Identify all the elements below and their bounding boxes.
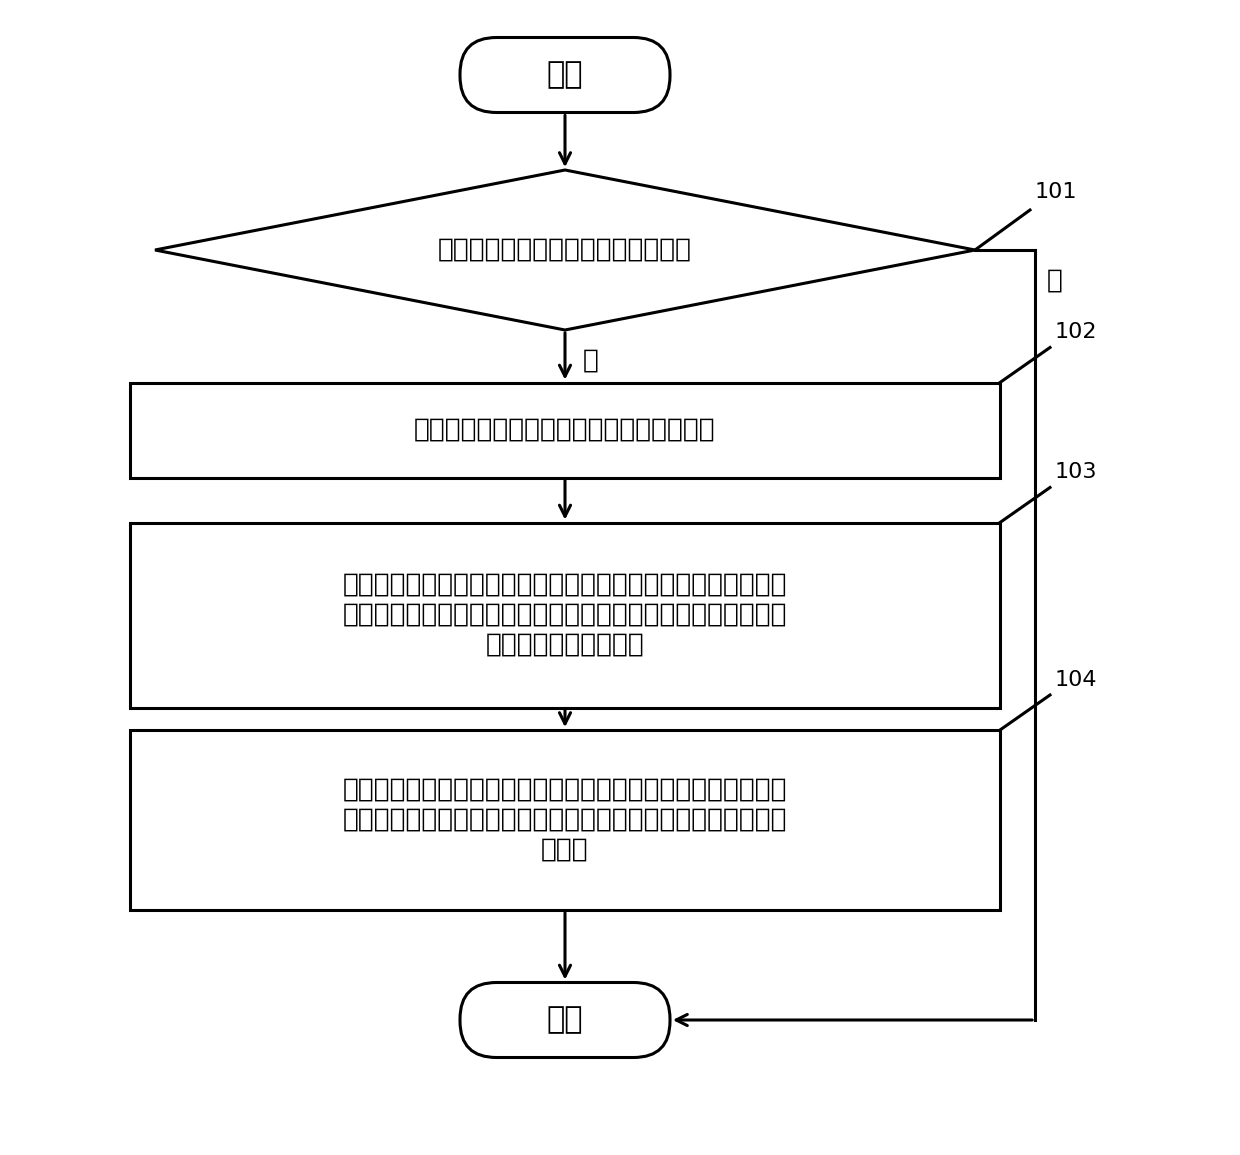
Text: 否: 否	[1047, 268, 1063, 295]
Text: 当上述当前心率波动规律与预设心率波动规律相匹配时，终端设
备确定用户处于疲劳驾驶状态，并输出针对该疲劳驾驶状态的预
警消息: 当上述当前心率波动规律与预设心率波动规律相匹配时，终端设 备确定用户处于疲劳驾驶…	[342, 777, 787, 863]
FancyBboxPatch shape	[460, 983, 670, 1058]
Polygon shape	[155, 170, 975, 330]
Text: 101: 101	[1035, 182, 1078, 202]
Text: 结束: 结束	[547, 1006, 583, 1035]
Text: 104: 104	[1055, 670, 1097, 690]
Bar	[130, 522, 999, 708]
Text: 103: 103	[1055, 462, 1097, 483]
Text: 是: 是	[583, 348, 599, 374]
Bar	[130, 382, 999, 477]
Text: 终端设备检测用户是否处于驾驶状态: 终端设备检测用户是否处于驾驶状态	[438, 237, 692, 263]
Bar	[130, 730, 999, 910]
FancyBboxPatch shape	[460, 37, 670, 112]
Text: 开始: 开始	[547, 60, 583, 89]
Text: 在上述身体疲劳检测功能下，终端设备通过终端设备上的心率传
感器监测用户的身体心率値，并根据监测到的身体心率値确定用
户的当前心率波动规律: 在上述身体疲劳检测功能下，终端设备通过终端设备上的心率传 感器监测用户的身体心率…	[342, 572, 787, 658]
Text: 102: 102	[1055, 322, 1097, 343]
Text: 终端设备启动终端设备的身体疲劳检测功能: 终端设备启动终端设备的身体疲劳检测功能	[414, 417, 715, 444]
